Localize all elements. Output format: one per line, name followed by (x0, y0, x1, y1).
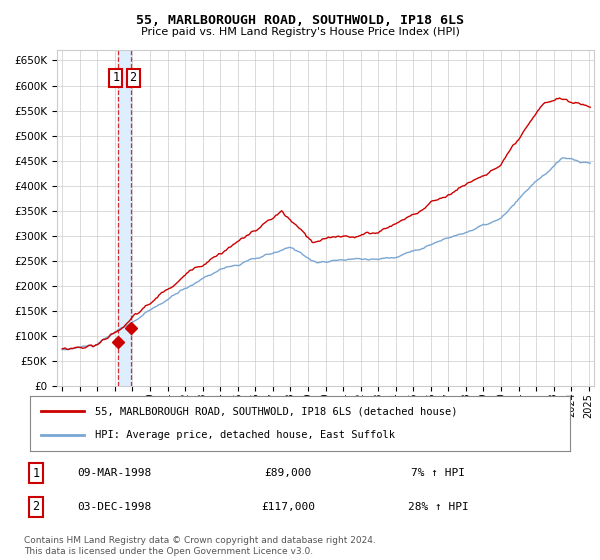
Text: 28% ↑ HPI: 28% ↑ HPI (407, 502, 469, 512)
Text: HPI: Average price, detached house, East Suffolk: HPI: Average price, detached house, East… (95, 431, 395, 440)
Text: 55, MARLBOROUGH ROAD, SOUTHWOLD, IP18 6LS: 55, MARLBOROUGH ROAD, SOUTHWOLD, IP18 6L… (136, 14, 464, 27)
Text: Contains HM Land Registry data © Crown copyright and database right 2024.
This d: Contains HM Land Registry data © Crown c… (24, 536, 376, 556)
Text: 2: 2 (32, 500, 40, 514)
Text: Price paid vs. HM Land Registry's House Price Index (HPI): Price paid vs. HM Land Registry's House … (140, 27, 460, 37)
Text: £117,000: £117,000 (261, 502, 315, 512)
Bar (118, 50, 131, 386)
Text: 2: 2 (130, 72, 137, 85)
Text: £89,000: £89,000 (265, 468, 311, 478)
Text: 09-MAR-1998: 09-MAR-1998 (77, 468, 151, 478)
Text: 03-DEC-1998: 03-DEC-1998 (77, 502, 151, 512)
Text: 1: 1 (112, 72, 119, 85)
Text: 55, MARLBOROUGH ROAD, SOUTHWOLD, IP18 6LS (detached house): 55, MARLBOROUGH ROAD, SOUTHWOLD, IP18 6L… (95, 407, 457, 416)
Text: 1: 1 (32, 466, 40, 480)
Text: 7% ↑ HPI: 7% ↑ HPI (411, 468, 465, 478)
